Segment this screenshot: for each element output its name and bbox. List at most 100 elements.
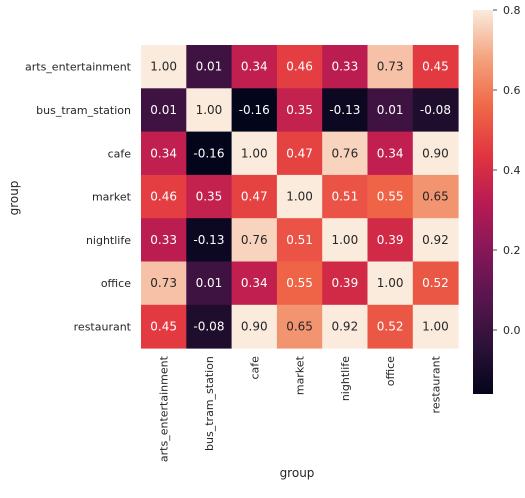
cell-value-label: 0.92 <box>331 319 358 333</box>
heatmap-cell <box>276 131 323 176</box>
colorbar-gradient <box>473 10 493 394</box>
heatmap-cell <box>276 174 323 219</box>
y-tick-label: cafe <box>108 147 132 160</box>
cell-value-label: 0.01 <box>150 103 177 117</box>
heatmap-cell <box>231 261 278 306</box>
colorbar-tick-label: 0.4 <box>503 164 521 177</box>
heatmap-cell <box>141 261 187 306</box>
y-tick-label: restaurant <box>74 320 132 333</box>
cell-value-label: 0.33 <box>331 60 358 74</box>
cell-value-label: 0.52 <box>422 276 449 290</box>
heatmap-cell <box>186 218 233 262</box>
heatmap-cell <box>412 218 459 262</box>
x-tick-label: bus_tram_station <box>203 356 216 451</box>
heatmap-cell <box>322 174 368 219</box>
heatmap-cell <box>231 218 278 262</box>
heatmap-cell <box>412 261 459 306</box>
y-tick-label: nightlife <box>86 234 131 247</box>
cell-value-label: 1.00 <box>331 233 358 247</box>
cell-value-label: 1.00 <box>241 146 268 160</box>
cell-value-label: 0.01 <box>196 60 223 74</box>
cell-value-label: 1.00 <box>377 276 404 290</box>
heatmap-cell <box>231 304 278 349</box>
cell-value-label: 0.92 <box>422 233 449 247</box>
cell-value-label: 0.01 <box>196 276 223 290</box>
heatmap-cell <box>367 218 414 262</box>
cell-value-label: 0.65 <box>286 319 313 333</box>
x-tick-label: office <box>384 356 397 386</box>
colorbar: 0.0 0.2 0.4 0.6 0.8 <box>473 4 521 394</box>
cell-value-label: 0.55 <box>377 190 404 204</box>
cell-value-label: 0.34 <box>377 146 404 160</box>
cell-value-label: 1.00 <box>422 319 449 333</box>
x-tick-label: restaurant <box>429 355 442 413</box>
heatmap-cell <box>322 45 368 89</box>
heatmap-cell <box>367 174 414 219</box>
cell-value-label: 1.00 <box>196 103 223 117</box>
colorbar-tick-label: 0.0 <box>503 324 521 337</box>
heatmap-cell <box>231 88 278 133</box>
cell-value-label: 0.46 <box>286 60 313 74</box>
cell-value-label: 0.34 <box>241 276 268 290</box>
cell-value-label: 0.34 <box>241 60 268 74</box>
cell-value-label: 0.76 <box>331 146 358 160</box>
x-tick-label: nightlife <box>339 356 352 401</box>
heatmap-cell <box>412 174 459 219</box>
heatmap-cell <box>412 88 459 133</box>
heatmap-cell <box>186 88 233 133</box>
heatmap-cell <box>186 261 233 306</box>
heatmap-cell <box>231 45 278 89</box>
cell-value-label: 0.45 <box>422 60 449 74</box>
heatmap-cell <box>412 304 459 349</box>
cell-value-label: 0.76 <box>241 233 268 247</box>
heatmap-cell <box>141 304 187 349</box>
heatmap-cell <box>322 131 368 176</box>
heatmap-cell <box>367 45 414 89</box>
heatmap-cell <box>276 218 323 262</box>
cell-value-label: 0.73 <box>377 60 404 74</box>
cell-value-label: -0.16 <box>239 103 270 117</box>
y-tick-label: office <box>101 277 131 290</box>
heatmap-cell <box>276 261 323 306</box>
cell-value-label: 1.00 <box>286 190 313 204</box>
cell-value-label: 0.01 <box>377 103 404 117</box>
heatmap-cell <box>322 304 368 349</box>
heatmap-cell <box>367 304 414 349</box>
heatmap-cell <box>231 131 278 176</box>
heatmap-cell <box>141 45 187 89</box>
heatmap-cell <box>276 304 323 349</box>
heatmap-cell <box>367 131 414 176</box>
colorbar-tick-label: 0.8 <box>503 4 521 17</box>
heatmap-cell <box>322 261 368 306</box>
colorbar-tick-label: 0.2 <box>503 244 521 257</box>
cell-value-label: 0.52 <box>377 319 404 333</box>
heatmap-cell <box>412 131 459 176</box>
y-tick-label: bus_tram_station <box>36 104 131 117</box>
y-tick-label: market <box>92 191 132 204</box>
x-tick-label: cafe <box>248 356 261 380</box>
x-tick-label: arts_entertainment <box>158 355 171 462</box>
cell-value-label: 0.35 <box>196 190 223 204</box>
heatmap-cell <box>186 304 233 349</box>
cell-value-label: 0.65 <box>422 190 449 204</box>
y-axis-title: group <box>7 181 21 216</box>
cell-value-label: -0.08 <box>420 103 451 117</box>
cell-value-label: -0.13 <box>193 233 224 247</box>
cell-value-label: 0.46 <box>150 190 177 204</box>
cell-value-label: -0.13 <box>329 103 360 117</box>
heatmap-cell <box>186 131 233 176</box>
heatmap-cell <box>141 131 187 176</box>
cell-value-label: 0.34 <box>150 146 177 160</box>
x-tick-labels: arts_entertainment bus_tram_station cafe ma… <box>158 355 443 462</box>
cell-value-label: 0.90 <box>422 146 449 160</box>
cell-value-label: 0.51 <box>331 190 358 204</box>
cell-value-label: 0.90 <box>241 319 268 333</box>
cell-value-label: 0.45 <box>150 319 177 333</box>
heatmap-cell <box>367 88 414 133</box>
heatmap-cell <box>322 88 368 133</box>
cell-value-label: 1.00 <box>150 60 177 74</box>
cell-value-label: 0.35 <box>286 103 313 117</box>
cell-value-label: -0.08 <box>193 319 224 333</box>
cell-value-label: 0.73 <box>150 276 177 290</box>
